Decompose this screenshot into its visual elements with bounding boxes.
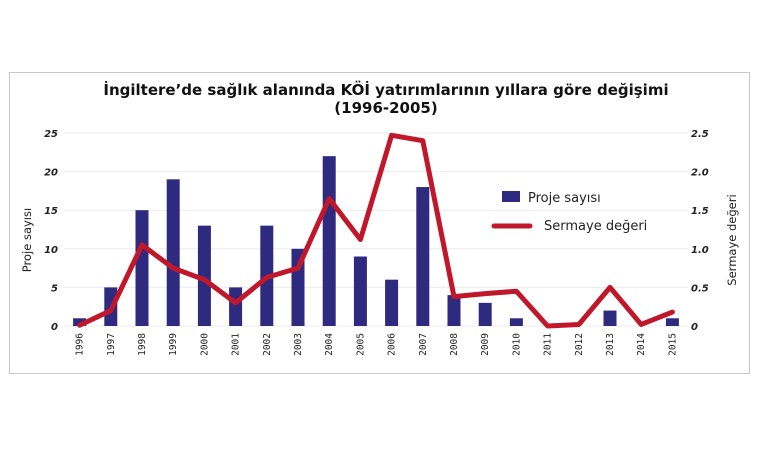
- bar-2005: [353, 256, 367, 326]
- y2-tick-label: 0.5: [691, 283, 709, 294]
- bar-2004: [322, 156, 336, 326]
- y2-tick-label: 1.5: [691, 206, 709, 217]
- chart-title: İngiltere’de sağlık alanında KÖİ yatırım…: [103, 80, 668, 99]
- legend-bar-label: Proje sayısı: [528, 191, 601, 206]
- y-tick-label: 5: [51, 283, 58, 294]
- x-tick-label: 2003: [293, 333, 304, 356]
- y2-tick-label: 2.5: [691, 129, 709, 140]
- y-axis-label: Proje sayısı: [20, 208, 34, 272]
- x-tick-label: 2014: [636, 333, 647, 356]
- x-tick-label: 2001: [231, 333, 242, 356]
- x-tick-label: 2005: [355, 333, 366, 356]
- y-tick-label: 15: [44, 206, 58, 217]
- legend-line-label: Sermaye değeri: [544, 219, 647, 234]
- bar-1999: [166, 179, 180, 326]
- legend-bar-swatch: [502, 191, 520, 202]
- x-axis-ticks: 1996 1997 1998 1999 2000 2001 2002 2003 2004 2005…: [75, 333, 679, 356]
- chart-subtitle: (1996-2005): [334, 99, 437, 117]
- bar-2001: [229, 287, 243, 326]
- x-tick-label: 2000: [199, 333, 210, 356]
- y2-tick-label: 0: [691, 322, 698, 333]
- right-axis-ticks: 0 0.5 1.0 1.5 2.0 2.5: [691, 129, 709, 333]
- bar-2000: [197, 225, 211, 326]
- chart-frame: [9, 72, 750, 374]
- x-tick-label: 1997: [106, 333, 117, 356]
- x-tick-label: 2002: [262, 333, 273, 356]
- y2-axis-label: Sermaye değeri: [725, 194, 739, 285]
- x-tick-label: 2004: [324, 333, 335, 356]
- x-tick-label: 2009: [480, 333, 491, 356]
- x-tick-label: 1996: [75, 333, 86, 356]
- bar-2009: [478, 302, 492, 326]
- bar-1998: [135, 210, 149, 326]
- legend: Proje sayısı Sermaye değeri: [491, 191, 647, 234]
- x-tick-label: 2008: [449, 333, 460, 356]
- x-tick-label: 2006: [387, 333, 398, 356]
- capital-line: [77, 132, 675, 329]
- y2-tick-label: 1.0: [691, 245, 709, 256]
- x-tick-label: 2013: [605, 333, 616, 356]
- x-tick-label: 2011: [543, 333, 554, 356]
- x-tick-label: 2012: [574, 333, 585, 356]
- x-tick-label: 2007: [418, 333, 429, 356]
- y-tick-label: 0: [51, 322, 58, 333]
- bar-series: [73, 156, 679, 326]
- x-tick-label: 2015: [667, 333, 678, 356]
- bar-2010: [509, 318, 523, 326]
- y2-tick-label: 2.0: [691, 168, 709, 179]
- left-axis-ticks: 0 5 10 15 20 25: [44, 129, 58, 333]
- x-tick-label: 1998: [137, 333, 148, 356]
- y-tick-label: 25: [44, 129, 58, 140]
- bar-2007: [416, 187, 430, 326]
- y-tick-label: 20: [44, 168, 58, 179]
- x-tick-label: 1999: [168, 333, 179, 356]
- bar-2015: [665, 318, 679, 326]
- bar-2006: [385, 279, 399, 326]
- bar-2013: [603, 310, 617, 326]
- x-tick-label: 2010: [511, 333, 522, 356]
- bar-2008: [447, 295, 461, 326]
- y-tick-label: 10: [44, 245, 58, 256]
- bar-1996: [73, 318, 87, 326]
